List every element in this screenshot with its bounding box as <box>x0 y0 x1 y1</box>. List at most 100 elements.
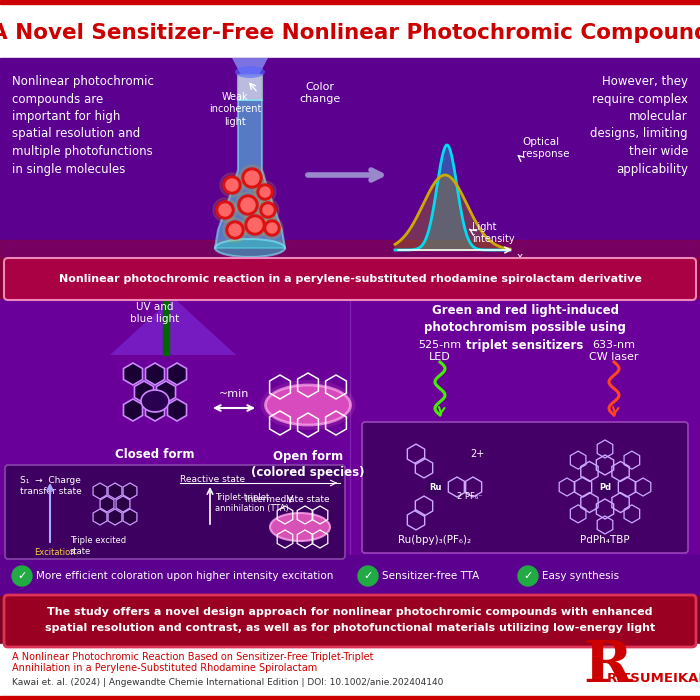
Text: 633-nm
CW laser: 633-nm CW laser <box>589 340 638 363</box>
Ellipse shape <box>215 239 285 257</box>
Text: More efficient coloration upon higher intensity excitation: More efficient coloration upon higher in… <box>36 571 333 581</box>
Text: Triplet-triplet
annihilation (TTA): Triplet-triplet annihilation (TTA) <box>215 493 288 513</box>
FancyBboxPatch shape <box>4 258 696 300</box>
Text: 525-nm
LED: 525-nm LED <box>419 340 461 363</box>
Text: However, they
require complex
molecular
designs, limiting
their wide
applicabili: However, they require complex molecular … <box>590 75 688 176</box>
Polygon shape <box>93 509 107 525</box>
Polygon shape <box>123 363 143 385</box>
Polygon shape <box>93 483 107 499</box>
Polygon shape <box>108 483 122 499</box>
Circle shape <box>242 168 262 188</box>
Bar <box>0 0 700 4</box>
Circle shape <box>257 199 279 221</box>
Text: Excitation: Excitation <box>34 548 76 557</box>
Circle shape <box>216 201 234 219</box>
Circle shape <box>427 479 443 495</box>
Polygon shape <box>146 363 164 385</box>
Text: Ru(bpy)₃(PF₆)₂: Ru(bpy)₃(PF₆)₂ <box>398 535 472 545</box>
Polygon shape <box>146 399 164 421</box>
Text: Color
change: Color change <box>300 82 341 104</box>
Ellipse shape <box>260 380 356 430</box>
FancyBboxPatch shape <box>4 595 696 647</box>
Text: Annihilation in a Perylene-Substituted Rhodamine Spirolactam: Annihilation in a Perylene-Substituted R… <box>12 663 317 673</box>
Circle shape <box>12 566 32 586</box>
Circle shape <box>358 566 378 586</box>
Text: Weak
incoherent
light: Weak incoherent light <box>209 92 261 127</box>
Polygon shape <box>123 399 143 421</box>
Circle shape <box>238 195 258 215</box>
Circle shape <box>242 212 268 238</box>
Bar <box>163 300 169 355</box>
Text: A Nonlinear Photochromic Reaction Based on Sensitizer-Free Triplet-Triplet: A Nonlinear Photochromic Reaction Based … <box>12 652 374 662</box>
Circle shape <box>267 223 277 233</box>
Polygon shape <box>134 381 153 403</box>
Bar <box>0 555 700 597</box>
Circle shape <box>260 187 270 197</box>
Text: ✓: ✓ <box>524 571 533 581</box>
Circle shape <box>260 202 276 218</box>
Text: 2 PF₆⁻: 2 PF₆⁻ <box>457 492 482 501</box>
Text: Ru: Ru <box>428 482 441 491</box>
Circle shape <box>213 198 237 222</box>
Circle shape <box>239 165 265 191</box>
Text: Optical
response: Optical response <box>522 136 570 159</box>
Circle shape <box>241 198 255 212</box>
Text: x: x <box>517 252 523 262</box>
Circle shape <box>223 218 247 242</box>
Ellipse shape <box>270 513 330 541</box>
Polygon shape <box>108 509 122 525</box>
Circle shape <box>264 220 280 236</box>
Circle shape <box>219 204 231 216</box>
Text: Nonlinear photochromic reaction in a perylene-substituted rhodamine spirolactam : Nonlinear photochromic reaction in a per… <box>59 274 641 284</box>
Text: Green and red light-induced
photochromism possible using
triplet sensitizers: Green and red light-induced photochromis… <box>424 304 626 352</box>
Text: Pd: Pd <box>599 482 611 491</box>
Text: spatial resolution and contrast, as well as for photofunctional materials utiliz: spatial resolution and contrast, as well… <box>45 623 655 633</box>
Text: PdPh₄TBP: PdPh₄TBP <box>580 535 630 545</box>
Polygon shape <box>167 363 186 385</box>
Circle shape <box>223 176 241 194</box>
Circle shape <box>220 173 244 197</box>
Text: Closed form: Closed form <box>116 448 195 461</box>
Bar <box>0 240 700 270</box>
FancyBboxPatch shape <box>362 422 688 553</box>
Text: ~min: ~min <box>219 389 249 399</box>
Polygon shape <box>238 75 262 100</box>
Text: Easy synthesis: Easy synthesis <box>542 571 619 581</box>
Text: 2+: 2+ <box>470 449 484 459</box>
Circle shape <box>518 566 538 586</box>
Bar <box>0 696 700 700</box>
Text: RITSUMEIKAN: RITSUMEIKAN <box>606 671 700 685</box>
Polygon shape <box>100 496 114 512</box>
Text: Intermediate state: Intermediate state <box>245 495 330 504</box>
Polygon shape <box>110 300 236 355</box>
Circle shape <box>245 171 259 185</box>
Text: UV and
blue light: UV and blue light <box>130 302 180 324</box>
Text: Light
intensity: Light intensity <box>472 222 514 244</box>
Text: Sensitizer-free TTA: Sensitizer-free TTA <box>382 571 480 581</box>
Circle shape <box>235 192 261 218</box>
Polygon shape <box>116 496 130 512</box>
Circle shape <box>596 478 614 496</box>
Bar <box>0 644 700 700</box>
Circle shape <box>263 205 273 215</box>
Ellipse shape <box>141 390 169 412</box>
Polygon shape <box>167 399 186 421</box>
Text: Open form
(colored species): Open form (colored species) <box>251 450 365 479</box>
Text: A Novel Sensitizer-Free Nonlinear Photochromic Compound: A Novel Sensitizer-Free Nonlinear Photoc… <box>0 23 700 43</box>
Circle shape <box>226 179 238 191</box>
Bar <box>0 596 700 646</box>
Text: ✓: ✓ <box>18 571 27 581</box>
Text: R: R <box>584 638 632 694</box>
Text: Triple excited
state: Triple excited state <box>70 536 126 556</box>
Circle shape <box>254 181 276 203</box>
Bar <box>0 0 700 58</box>
Ellipse shape <box>235 66 265 78</box>
Text: S₁  →  Charge
transfer state: S₁ → Charge transfer state <box>20 476 82 496</box>
Polygon shape <box>123 483 137 499</box>
Circle shape <box>257 184 273 200</box>
Circle shape <box>261 217 283 239</box>
Bar <box>0 258 700 298</box>
Text: The study offers a novel design approach for nonlinear photochromic compounds wi: The study offers a novel design approach… <box>48 607 652 617</box>
Circle shape <box>229 224 241 236</box>
Circle shape <box>226 221 244 239</box>
